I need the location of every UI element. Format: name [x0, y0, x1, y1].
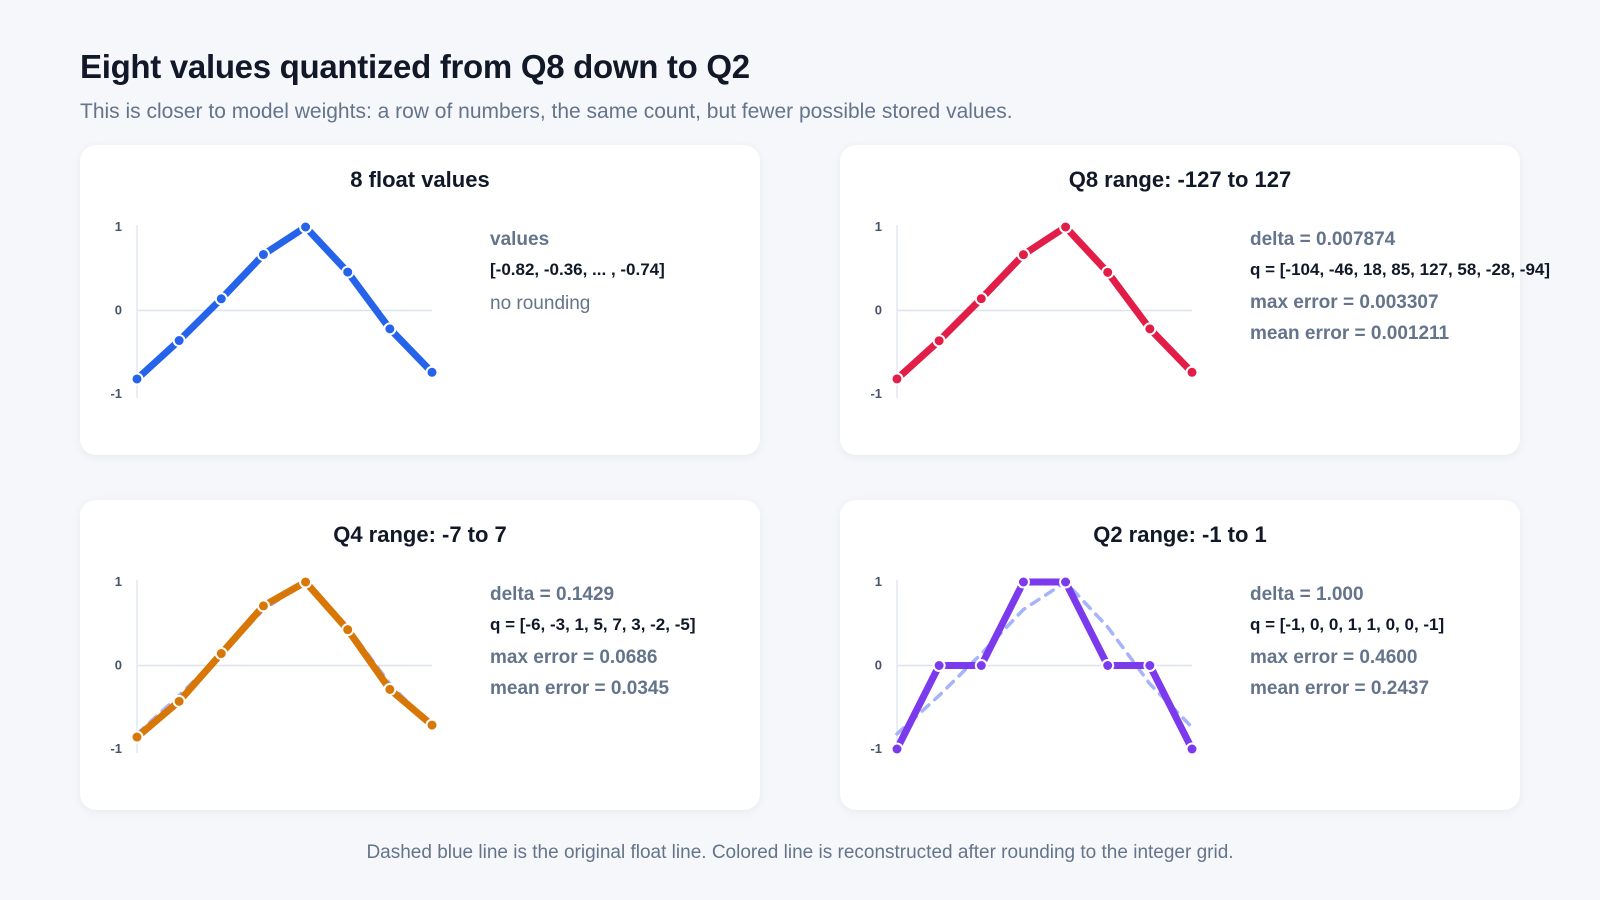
data-point: [890, 742, 904, 756]
max-error-text: max error = 0.003307: [1250, 292, 1439, 313]
y-tick-label: 0: [875, 303, 882, 318]
data-point: [1185, 365, 1199, 379]
q-values-text: q = [-1, 0, 0, 1, 1, 0, 0, -1]: [1250, 615, 1445, 634]
panel-title: Q2 range: -1 to 1: [1093, 522, 1267, 547]
y-tick-label: -1: [870, 386, 882, 401]
panel-float-values: 8 float values 1 0 -1 values [-0.82, -0.36…: [80, 145, 760, 455]
page-title: Eight values quantized from Q8 down to Q…: [80, 48, 750, 85]
data-point: [932, 659, 946, 672]
chart-float-values: 1 0 -1: [110, 219, 439, 401]
max-error-text: max error = 0.4600: [1250, 647, 1418, 668]
data-point: [383, 682, 397, 696]
panel-title: Q4 range: -7 to 7: [333, 522, 507, 547]
data-point: [341, 623, 355, 637]
data-point: [890, 372, 904, 386]
series-line: [893, 578, 1196, 753]
data-point: [1143, 322, 1157, 336]
max-error-text: max error = 0.0686: [490, 647, 658, 668]
q-values-text: q = [-104, -46, 18, 85, 127, 58, -28, -9…: [1250, 260, 1551, 279]
series-line: [133, 578, 436, 741]
chart-q8: 1 0 -1: [870, 219, 1199, 401]
data-point: [299, 220, 313, 234]
chart-q2: 1 0 -1: [870, 574, 1199, 756]
panel-q2: Q2 range: -1 to 1 1 0 -1 delta = 1.000 q =…: [840, 500, 1520, 810]
data-point: [1016, 248, 1030, 262]
footer-note: Dashed blue line is the original float l…: [366, 842, 1234, 863]
panel-q4: Q4 range: -7 to 7 1 0 -1 delta = 0.1429 q …: [80, 500, 760, 810]
delta-text: delta = 1.000: [1250, 584, 1364, 605]
panel-title: 8 float values: [350, 167, 490, 192]
y-tick-label: 0: [875, 658, 882, 673]
page-subtitle: This is closer to model weights: a row o…: [80, 100, 1013, 123]
y-tick-label: 1: [115, 574, 122, 589]
data-point: [425, 718, 439, 732]
data-point: [130, 372, 144, 386]
data-point: [214, 647, 228, 661]
data-point: [1059, 575, 1073, 589]
q-values-text: q = [-6, -3, 1, 5, 7, 3, -2, -5]: [490, 615, 696, 634]
delta-text: delta = 0.007874: [1250, 229, 1396, 250]
stats-block: values [-0.82, -0.36, ... , -0.74] no ro…: [490, 229, 665, 324]
data-point: [130, 730, 144, 744]
values-label: values: [490, 229, 550, 250]
series-line: [133, 223, 436, 383]
data-point: [974, 659, 988, 672]
data-point: [383, 322, 397, 336]
mean-error-text: mean error = 0.0345: [490, 678, 670, 699]
chart-q4: 1 0 -1: [110, 574, 439, 756]
data-point: [299, 575, 313, 589]
stats-block: delta = 0.007874 q = [-104, -46, 18, 85,…: [1250, 229, 1550, 354]
original-series-line: [895, 580, 1194, 736]
no-rounding-note: no rounding: [490, 293, 591, 314]
mean-error-text: mean error = 0.2437: [1250, 678, 1430, 699]
y-tick-label: 1: [875, 574, 882, 589]
data-point: [1185, 742, 1199, 756]
data-point: [256, 599, 270, 613]
y-tick-label: 1: [875, 219, 882, 234]
data-point: [1101, 265, 1115, 279]
stats-block: delta = 1.000 q = [-1, 0, 0, 1, 1, 0, 0,…: [1250, 584, 1444, 709]
y-tick-label: 1: [115, 219, 122, 234]
values-text: [-0.82, -0.36, ... , -0.74]: [490, 260, 665, 279]
data-point: [1059, 220, 1073, 234]
original-series-line: [895, 225, 1194, 381]
data-point: [256, 248, 270, 262]
data-point: [1101, 659, 1115, 672]
y-tick-label: -1: [110, 386, 122, 401]
data-point: [425, 365, 439, 379]
stats-block: delta = 0.1429 q = [-6, -3, 1, 5, 7, 3, …: [490, 584, 696, 709]
data-point: [974, 292, 988, 306]
data-point: [1143, 659, 1157, 672]
y-tick-label: -1: [870, 741, 882, 756]
mean-error-text: mean error = 0.001211: [1250, 323, 1450, 344]
data-point: [932, 334, 946, 348]
data-point: [214, 292, 228, 306]
series-line: [893, 223, 1196, 383]
panel-q8: Q8 range: -127 to 127 1 0 -1 delta = 0.007…: [840, 145, 1550, 455]
panel-title: Q8 range: -127 to 127: [1068, 167, 1292, 192]
y-tick-label: 0: [115, 303, 122, 318]
data-point: [172, 334, 186, 348]
y-tick-label: -1: [110, 741, 122, 756]
y-tick-label: 0: [115, 658, 122, 673]
data-point: [1016, 575, 1030, 589]
data-point: [172, 694, 186, 708]
delta-text: delta = 0.1429: [490, 584, 615, 605]
data-point: [341, 265, 355, 279]
original-series-line: [135, 580, 434, 736]
